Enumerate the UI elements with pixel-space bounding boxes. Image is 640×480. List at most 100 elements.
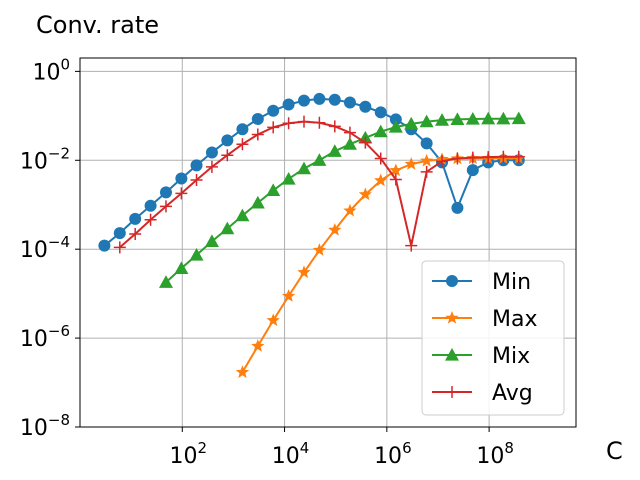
data-point-avg bbox=[436, 155, 449, 168]
y-tick-label: 100 bbox=[32, 55, 70, 85]
data-point-mix bbox=[297, 161, 312, 175]
data-point-avg bbox=[466, 151, 479, 164]
data-point-max bbox=[328, 223, 342, 236]
series-mix bbox=[158, 111, 526, 288]
data-point-min bbox=[175, 172, 188, 185]
data-point-mix bbox=[496, 111, 511, 125]
data-point-avg bbox=[282, 117, 295, 130]
data-point-avg bbox=[328, 120, 341, 133]
data-point-mix bbox=[204, 234, 219, 247]
data-point-mix bbox=[388, 120, 403, 133]
data-point-mix bbox=[419, 114, 434, 128]
data-point-max bbox=[235, 365, 250, 378]
x-tick-label: 106 bbox=[374, 439, 412, 469]
series-min bbox=[98, 92, 525, 252]
data-point-mix bbox=[220, 221, 235, 235]
data-point-min bbox=[251, 112, 264, 125]
axis-ticks: 102 104 106 108 100 10−2 10−4 10−6 10−8 bbox=[20, 55, 514, 469]
data-point-mix bbox=[450, 112, 465, 126]
data-point-avg bbox=[251, 128, 264, 141]
data-point-min bbox=[159, 186, 172, 199]
data-point-min bbox=[129, 212, 142, 225]
plot-frame bbox=[79, 57, 577, 428]
data-point-min bbox=[144, 199, 157, 212]
series-line-avg bbox=[119, 120, 519, 249]
data-point-mix bbox=[235, 208, 250, 222]
data-point-mix bbox=[327, 144, 342, 157]
legend-label-max: Max bbox=[492, 307, 537, 332]
legend-marker-avg bbox=[446, 386, 458, 398]
series-line-mix bbox=[165, 117, 519, 284]
data-point-max bbox=[343, 203, 357, 217]
data-point-min bbox=[98, 239, 111, 252]
data-point-mix bbox=[435, 113, 450, 126]
data-point-min bbox=[451, 201, 464, 214]
data-point-avg bbox=[113, 241, 126, 254]
data-point-min bbox=[113, 227, 126, 240]
data-point-mix bbox=[511, 111, 526, 125]
data-point-max bbox=[389, 163, 403, 177]
x-axis-label: C bbox=[606, 437, 623, 465]
data-point-min bbox=[328, 93, 341, 106]
data-point-avg bbox=[267, 121, 280, 134]
data-point-min bbox=[313, 92, 326, 105]
data-point-max bbox=[419, 153, 434, 167]
data-point-min bbox=[221, 134, 234, 147]
data-point-min bbox=[359, 100, 372, 113]
data-point-avg bbox=[512, 150, 525, 163]
data-point-max bbox=[297, 265, 311, 279]
data-point-avg bbox=[205, 160, 218, 173]
data-point-min bbox=[389, 113, 402, 126]
data-point-mix bbox=[404, 116, 419, 130]
data-point-min bbox=[466, 164, 479, 177]
data-point-avg bbox=[359, 136, 372, 149]
data-point-min bbox=[205, 146, 218, 159]
y-tick-label: 10−4 bbox=[20, 233, 70, 263]
data-point-avg bbox=[144, 213, 157, 226]
data-point-max bbox=[374, 173, 388, 187]
data-point-mix bbox=[158, 275, 173, 288]
data-point-min bbox=[343, 96, 356, 109]
data-point-min bbox=[420, 137, 433, 150]
data-point-avg bbox=[405, 239, 418, 252]
data-point-mix bbox=[281, 171, 296, 185]
data-point-mix bbox=[250, 195, 265, 209]
data-point-mix bbox=[465, 111, 480, 125]
series-layer bbox=[98, 92, 526, 378]
data-point-max bbox=[404, 157, 418, 170]
data-point-max bbox=[266, 313, 280, 327]
data-point-avg bbox=[374, 152, 387, 165]
data-point-avg bbox=[482, 151, 495, 164]
series-avg bbox=[113, 115, 525, 254]
legend-label-min: Min bbox=[492, 270, 531, 295]
data-point-mix bbox=[342, 137, 357, 150]
chart-title: Conv. rate bbox=[36, 11, 159, 39]
data-point-min bbox=[374, 106, 387, 119]
data-point-avg bbox=[420, 165, 433, 178]
data-point-mix bbox=[481, 111, 496, 125]
data-point-min bbox=[190, 159, 203, 172]
data-point-avg bbox=[190, 174, 203, 187]
data-point-min bbox=[267, 104, 280, 117]
data-point-max bbox=[251, 339, 265, 352]
data-point-avg bbox=[175, 187, 188, 200]
x-tick-label: 102 bbox=[170, 439, 208, 469]
data-point-avg bbox=[343, 126, 356, 139]
series-line-min bbox=[103, 97, 519, 247]
data-point-avg bbox=[451, 152, 464, 165]
data-point-mix bbox=[189, 248, 204, 261]
data-point-avg bbox=[159, 200, 172, 213]
data-point-mix bbox=[312, 153, 327, 166]
data-point-min bbox=[236, 123, 249, 136]
data-point-avg bbox=[313, 116, 326, 129]
data-point-avg bbox=[236, 138, 249, 151]
data-point-avg bbox=[298, 115, 311, 128]
legend-label-mix: Mix bbox=[492, 344, 530, 369]
data-point-mix bbox=[174, 261, 189, 274]
y-tick-label: 10−6 bbox=[20, 322, 70, 352]
y-tick-label: 10−8 bbox=[20, 411, 70, 441]
x-tick-label: 104 bbox=[272, 439, 310, 469]
legend-marker-min bbox=[446, 275, 458, 287]
data-point-mix bbox=[373, 124, 388, 138]
